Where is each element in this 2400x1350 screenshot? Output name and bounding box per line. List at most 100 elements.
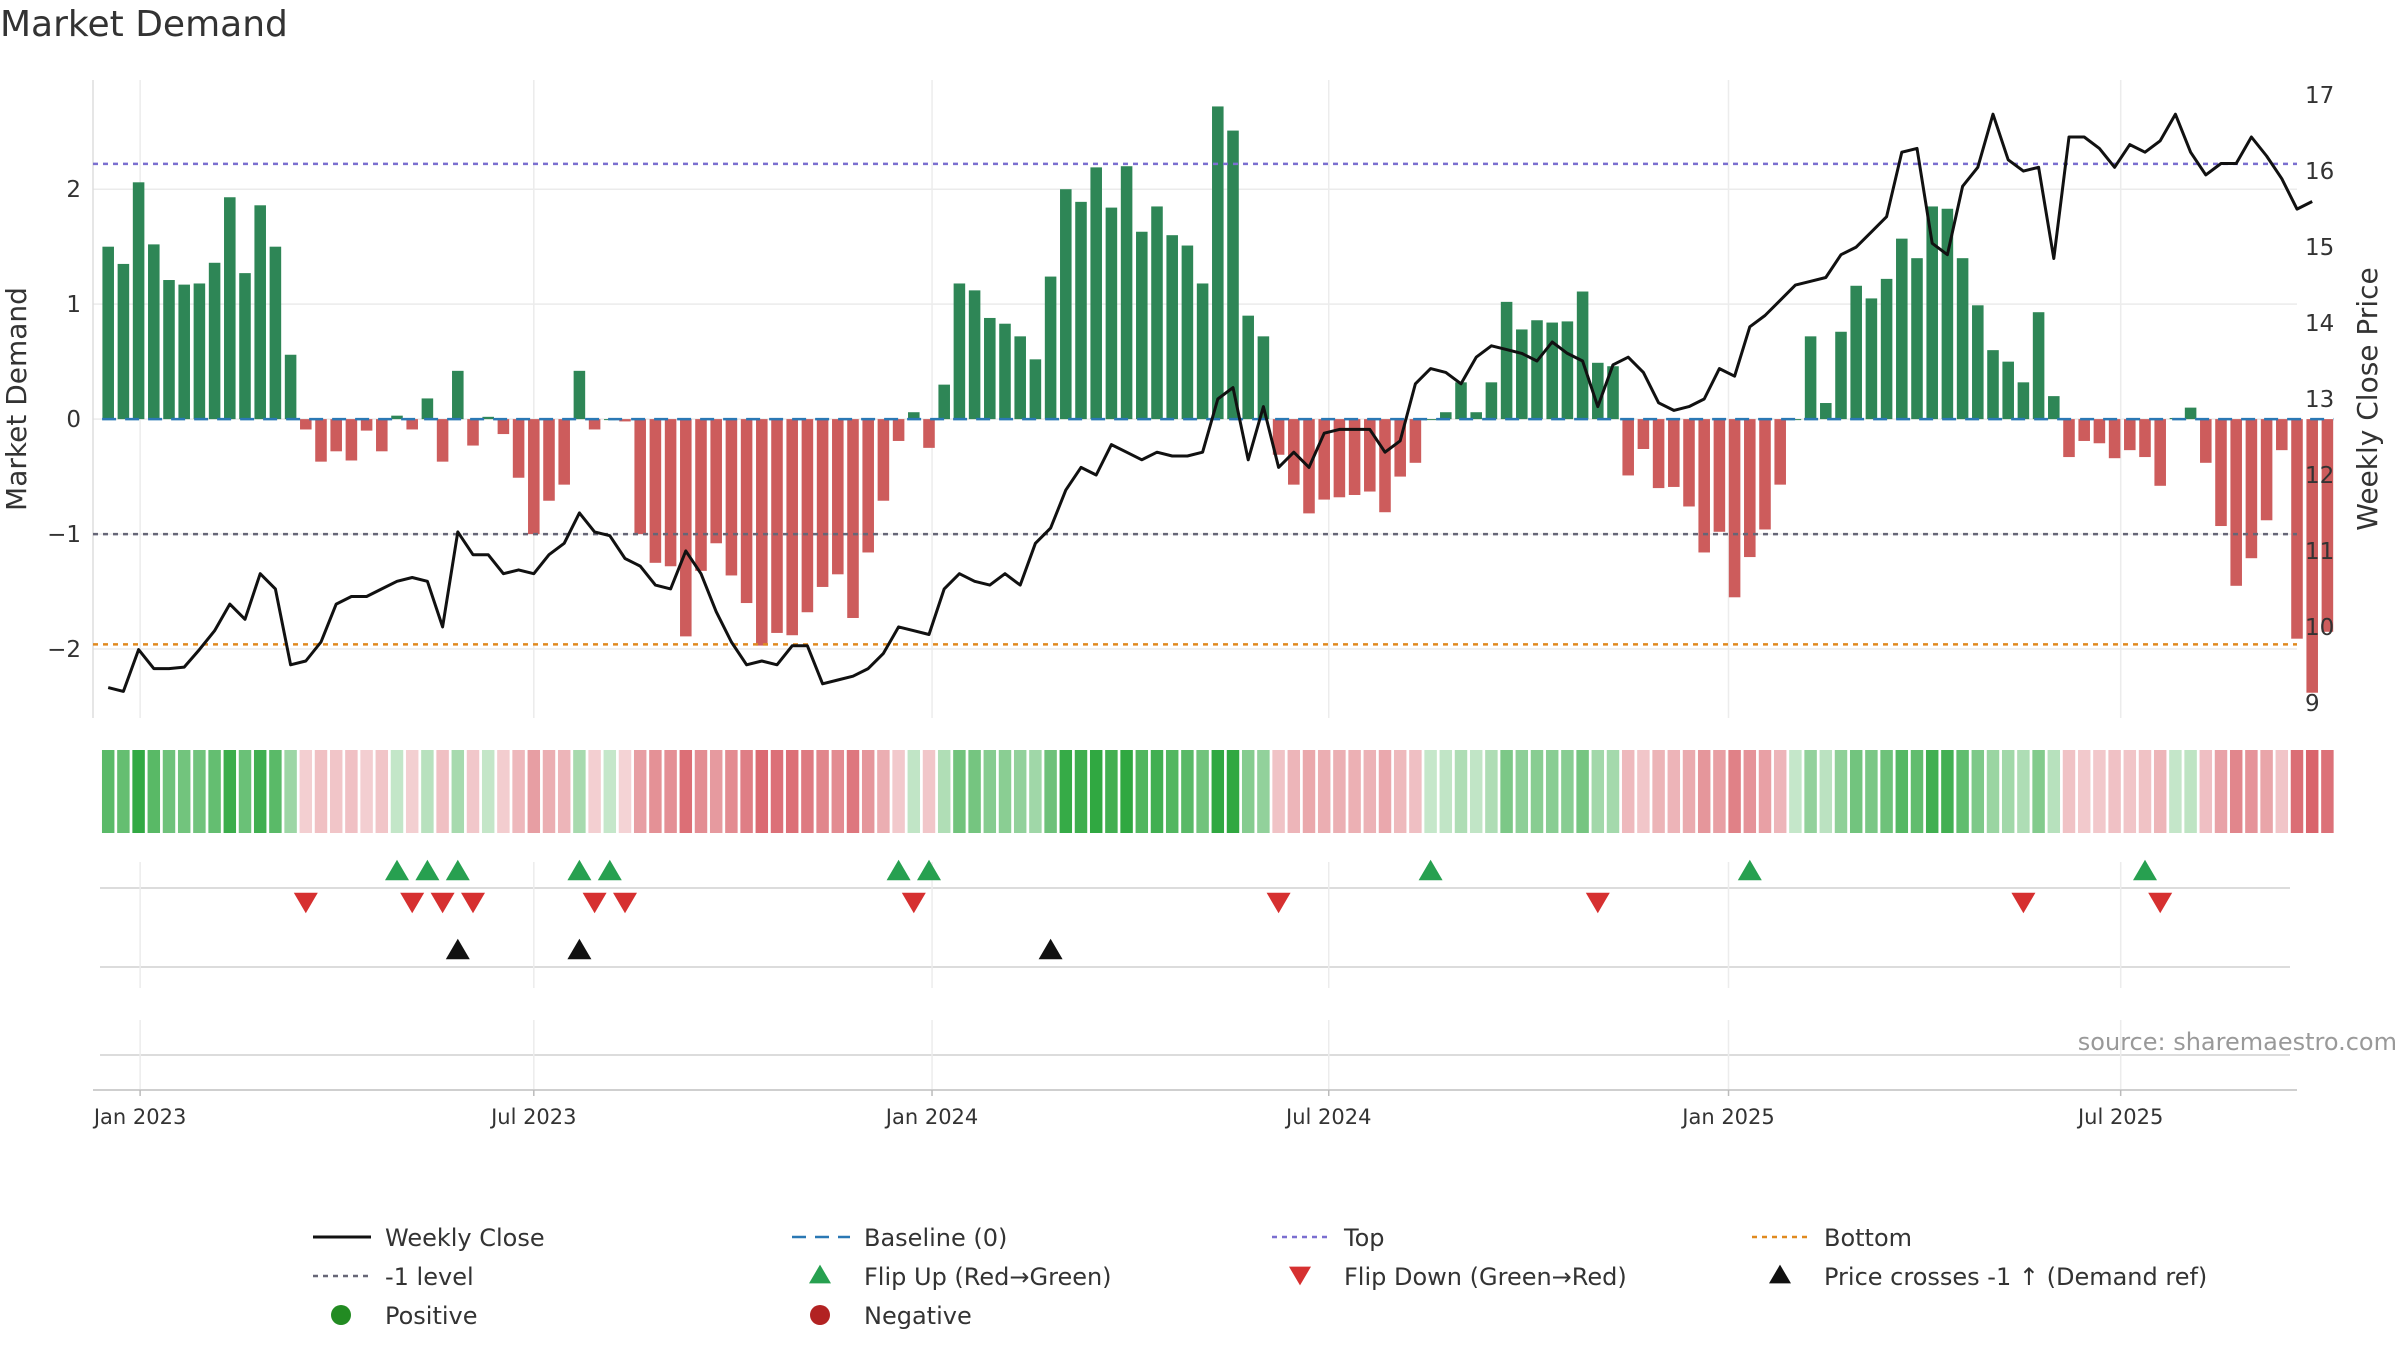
flip-up-marker <box>1418 859 1443 881</box>
heat-strip-cell <box>1013 750 1027 833</box>
demand-bar <box>892 419 905 441</box>
heat-strip-cell <box>1880 750 1893 833</box>
heat-strip-cell <box>816 750 829 833</box>
demand-bar <box>877 419 890 501</box>
legend-swatch-circle <box>331 1305 351 1325</box>
demand-bar <box>1637 419 1650 450</box>
heat-strip-cell <box>1895 750 1909 833</box>
heat-strip-cell <box>1713 750 1726 833</box>
price-cross-marker <box>1038 938 1063 960</box>
demand-bar <box>1516 329 1528 420</box>
flip-down-marker <box>1266 892 1291 914</box>
heat-strip-cell <box>1378 750 1392 833</box>
demand-bar <box>1181 245 1194 420</box>
heat-strip-cell <box>709 750 723 833</box>
heat-strip-cell <box>329 750 343 833</box>
demand-bar <box>528 419 540 535</box>
heat-strip-cell <box>1363 750 1377 833</box>
heat-strip-cell <box>1637 750 1650 833</box>
demand-bar <box>1820 403 1832 420</box>
heat-strip-cell <box>633 750 647 833</box>
demand-bar <box>436 419 449 462</box>
heat-strip-cell <box>1971 750 1985 833</box>
heat-strip-cell <box>390 750 404 833</box>
demand-bar <box>1972 305 1984 420</box>
heat-strip-cell <box>1758 750 1772 833</box>
heat-strip-cell <box>1682 750 1696 833</box>
heat-strip-cell <box>1196 750 1209 833</box>
legend-label: Flip Down (Green→Red) <box>1344 1263 1627 1291</box>
demand-bar <box>1865 298 1878 420</box>
x-tick-label: Jul 2023 <box>489 1105 576 1129</box>
heat-strip-cell <box>2123 750 2137 833</box>
flip-down-marker <box>293 892 318 914</box>
source-label: source: sharemaestro.com <box>2078 1028 2397 1056</box>
heat-strip-cell <box>1728 750 1741 833</box>
heat-strip-cell <box>497 750 510 833</box>
demand-bar <box>1576 291 1589 420</box>
y-tick-label: −2 <box>47 637 81 663</box>
heat-strip-cell <box>1515 750 1529 833</box>
flip-down-marker <box>582 892 607 914</box>
demand-bar <box>178 284 190 420</box>
heat-strip-cell <box>2032 750 2045 833</box>
heat-strip-cell <box>162 750 176 833</box>
legend-label: Flip Up (Red→Green) <box>864 1263 1112 1291</box>
flip-up-marker <box>415 859 440 881</box>
legend-label: Top <box>1343 1224 1385 1252</box>
y2-tick-label: 16 <box>2305 159 2334 185</box>
heat-strip-cell <box>2093 750 2106 833</box>
demand-bar <box>1531 320 1543 420</box>
heat-strip-cell <box>2138 750 2152 833</box>
demand-bar <box>847 419 859 618</box>
demand-bar <box>1364 419 1376 492</box>
demand-bar <box>756 419 768 646</box>
demand-bar <box>710 419 722 544</box>
demand-bar <box>984 317 996 420</box>
demand-bar <box>634 419 646 535</box>
demand-bar <box>1744 419 1756 558</box>
heat-strip-cell <box>1667 750 1681 833</box>
y-tick-label: −1 <box>47 522 81 548</box>
demand-bar <box>725 419 738 576</box>
demand-bar <box>2078 419 2090 441</box>
heat-strip-cell <box>1561 750 1574 833</box>
heat-strip-cell <box>1120 750 1133 833</box>
demand-bar <box>512 419 525 478</box>
heat-strip-cell <box>314 750 328 833</box>
heat-strip-cell <box>846 750 860 833</box>
heat-strip-cell <box>1819 750 1833 833</box>
heat-strip-cell <box>177 750 191 833</box>
heat-strip-cell <box>1941 750 1954 833</box>
demand-bar <box>1698 419 1710 553</box>
flip-up-marker <box>917 859 941 881</box>
heat-strip-cell <box>1393 750 1407 833</box>
heat-strip-cell <box>1849 750 1863 833</box>
heat-strip-cell <box>1333 750 1346 833</box>
demand-bar <box>938 384 950 420</box>
heat-strip-cell <box>1743 750 1757 833</box>
heat-strip-cell <box>451 750 465 833</box>
heat-strip-cell <box>2153 750 2167 833</box>
demand-bar <box>1713 419 1726 532</box>
heat-strip-cell <box>2290 750 2304 833</box>
heat-strip-cell <box>2199 750 2213 833</box>
demand-bar <box>2063 419 2075 458</box>
demand-bar <box>1318 419 1330 500</box>
demand-bar <box>2017 382 2030 420</box>
heat-strip-cell <box>223 750 237 833</box>
heat-strip-cell <box>1241 750 1255 833</box>
demand-bar <box>786 419 798 636</box>
demand-bar <box>1348 419 1361 495</box>
demand-bar <box>1652 419 1665 489</box>
y-tick-label: 1 <box>66 292 81 318</box>
demand-bar <box>1956 258 1969 420</box>
heat-strip-cell <box>1135 750 1149 833</box>
heat-strip-cell <box>664 750 677 833</box>
demand-bar <box>2002 361 2014 420</box>
heat-strip-cell <box>922 750 936 833</box>
demand-bar <box>695 419 707 571</box>
demand-bar <box>102 246 114 420</box>
heat-strip-cell <box>375 750 389 833</box>
demand-bar <box>1151 206 1163 420</box>
